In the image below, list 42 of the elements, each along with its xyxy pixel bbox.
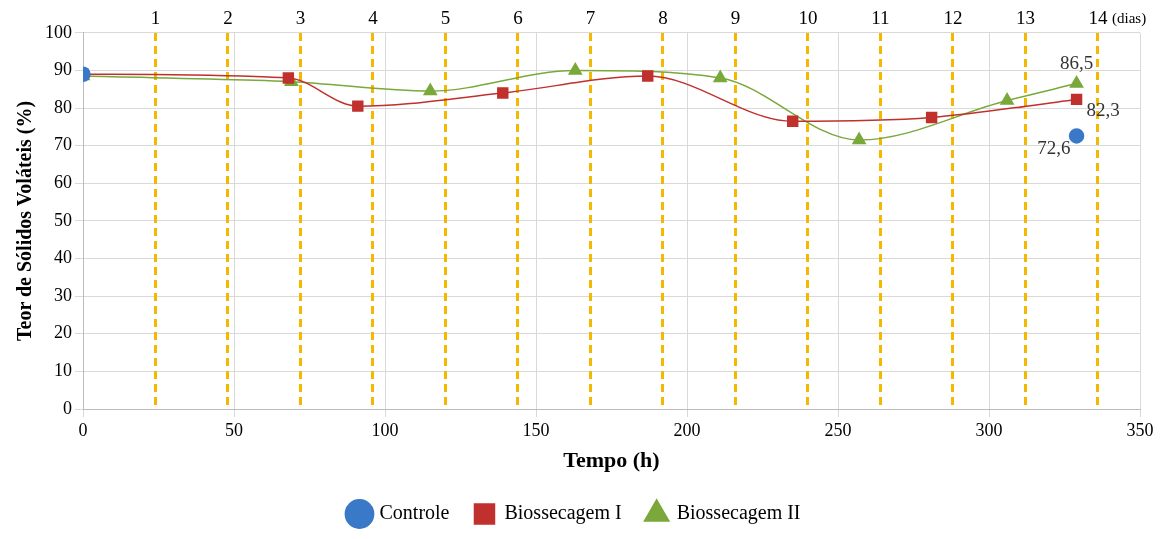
x2-tick-label: 2 — [223, 7, 233, 29]
x2-tick-label: 4 — [368, 7, 379, 29]
x-tick-label: 200 — [673, 419, 701, 440]
y-tick-label: 70 — [54, 134, 72, 155]
x2-tick-label: 10 — [798, 7, 818, 29]
y-tick-label: 10 — [54, 360, 72, 381]
x2-tick-label: 7 — [585, 7, 596, 29]
y-tick-label: 20 — [54, 322, 72, 343]
x-tick-label: 150 — [522, 419, 550, 440]
x-tick-label: 300 — [975, 419, 1003, 440]
x2-tick-label: 9 — [730, 7, 741, 29]
x2-tick-label: 11 — [871, 7, 890, 29]
x-tick-label: 100 — [371, 419, 399, 440]
x-tick-label: 350 — [1126, 419, 1154, 440]
x-tick-label: 0 — [78, 419, 88, 440]
y-tick-label: 80 — [54, 96, 72, 117]
x2-tick-label: 8 — [658, 7, 668, 29]
data-label: 86,5 — [1059, 52, 1094, 74]
x2-axis-title: (dias) — [1112, 10, 1147, 28]
x-tick-label: 250 — [824, 419, 852, 440]
y-tick-label: 30 — [54, 284, 72, 305]
x2-tick-label: 12 — [943, 7, 963, 29]
legend-label: Controle — [379, 501, 450, 524]
y-tick-label: 60 — [54, 172, 72, 193]
y-tick-label: 50 — [54, 209, 72, 230]
x2-tick-label: 5 — [440, 7, 451, 29]
x2-tick-label: 3 — [295, 7, 306, 29]
x-tick-label: 50 — [225, 419, 243, 440]
y-tick-label: 90 — [54, 59, 72, 80]
data-label: 82,3 — [1086, 98, 1120, 120]
legend-label: Biossecagem I — [504, 501, 622, 525]
x2-tick-label: 13 — [1015, 7, 1035, 29]
y-tick-label: 100 — [45, 21, 72, 42]
y-axis-title: Teor de Sólidos Voláteis (%) — [13, 100, 37, 341]
legend-label: Biossecagem II — [676, 501, 801, 525]
x-axis-title: Tempo (h) — [563, 447, 660, 473]
x2-tick-label: 6 — [513, 7, 523, 29]
x2-tick-label: 1 — [150, 7, 161, 29]
y-tick-label: 40 — [54, 247, 72, 268]
data-label: 72,6 — [1037, 137, 1071, 159]
y-tick-label: 0 — [63, 397, 72, 418]
x2-tick-label: 14 — [1088, 7, 1108, 29]
